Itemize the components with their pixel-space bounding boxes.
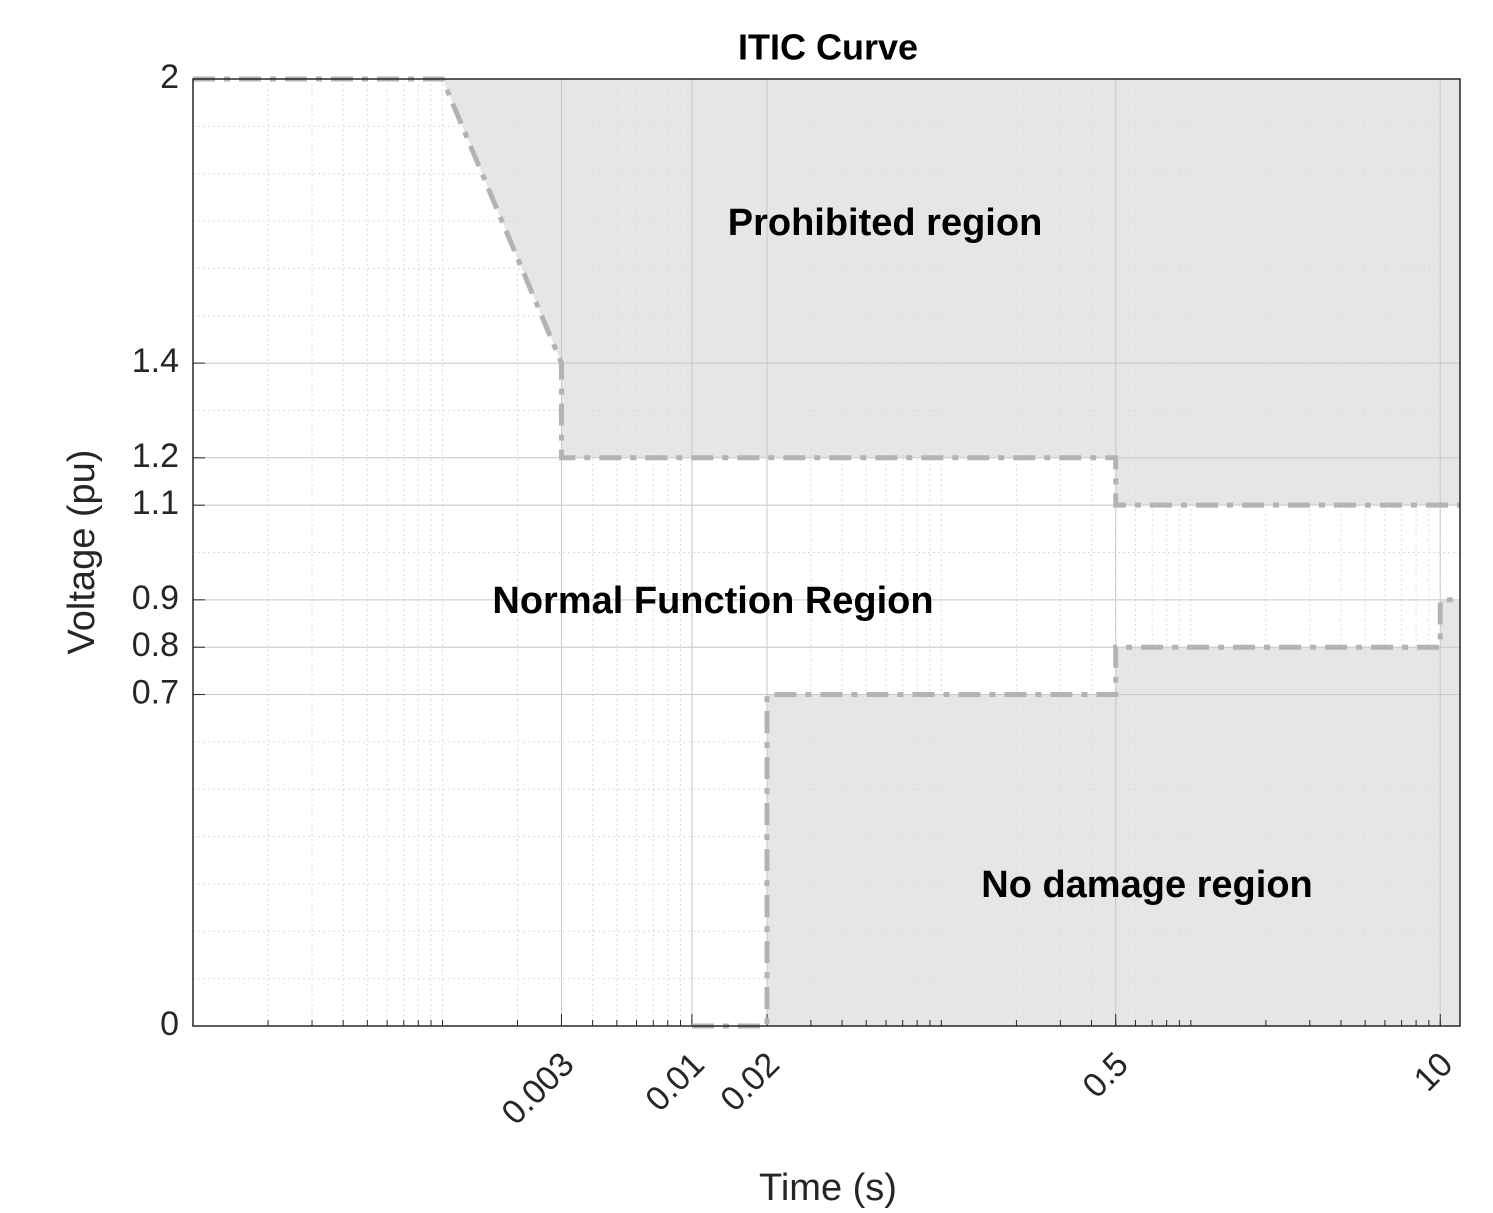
region-fill [193,79,1460,506]
annotation: No damage region [981,864,1313,906]
annotation: Prohibited region [728,202,1043,244]
y-tick-label: 1.1 [132,484,179,522]
plot-frame [192,78,1461,1027]
x-axis-label: Time (s) [759,1167,897,1209]
y-tick-label: 0.7 [132,674,179,712]
y-tick-label: 0 [160,1005,179,1043]
chart-title: ITIC Curve [738,27,918,68]
x-tick-label: 0.003 [494,1045,581,1132]
y-tick-label: 0.9 [132,579,179,617]
fills [193,79,1460,1026]
y-tick-label: 0.8 [132,626,179,664]
y-tick-label: 2 [160,58,179,96]
y-tick-label: 1.2 [132,437,179,475]
x-tick-label: 0.5 [1075,1045,1135,1105]
annotation: Normal Function Region [492,580,933,622]
x-tick-label: 0.01 [638,1045,712,1119]
x-tick-label: 10 [1407,1045,1461,1099]
y-axis-label: Voltage (pu) [61,450,103,655]
curve-line [691,597,1460,1029]
region-fill [691,599,1460,1026]
x-tick-label: 0.02 [713,1045,787,1119]
y-tick-label: 1.4 [132,342,179,380]
